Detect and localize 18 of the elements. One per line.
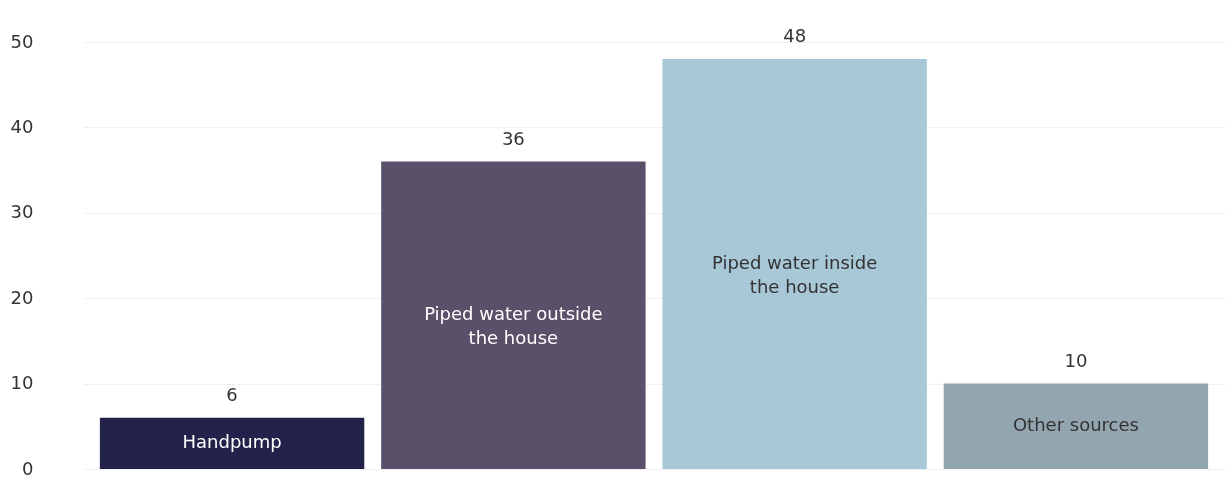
x-tick-label: Piped water outside the house xyxy=(424,303,603,349)
y-tick-label: 50 xyxy=(10,30,34,52)
data-label: 6 xyxy=(226,383,238,405)
y-tick-label: 20 xyxy=(10,286,34,308)
data-label: 10 xyxy=(1064,349,1088,371)
x-tick-label: Handpump xyxy=(182,431,282,453)
y-tick-label: 40 xyxy=(10,115,34,137)
bar xyxy=(381,161,646,469)
bar xyxy=(943,383,1209,469)
x-tick-label: Other sources xyxy=(1012,414,1139,436)
data-label: 48 xyxy=(783,25,807,47)
y-tick-label: 10 xyxy=(10,372,34,394)
y-tick-label: 0 xyxy=(22,457,34,479)
y-tick-label: 30 xyxy=(10,201,34,223)
bar xyxy=(99,417,365,469)
x-tick-label: Piped water inside the house xyxy=(711,252,878,298)
data-label: 36 xyxy=(501,127,525,149)
bar xyxy=(662,59,927,469)
